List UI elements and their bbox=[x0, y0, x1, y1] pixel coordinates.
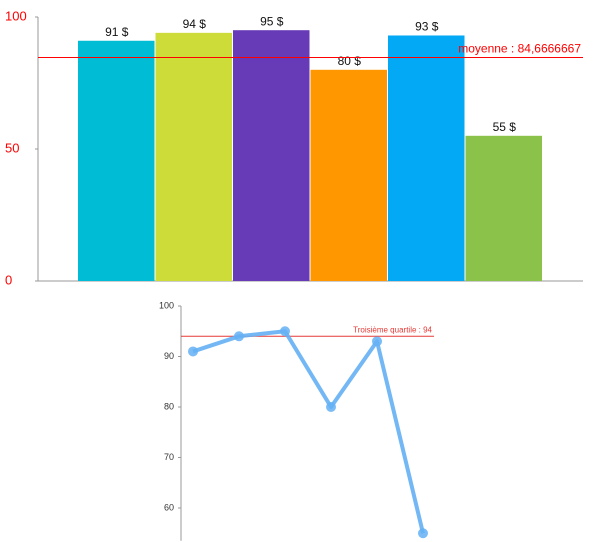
y-tick-label: 80 bbox=[164, 401, 174, 411]
y-tick-label: 100 bbox=[5, 8, 27, 23]
bar bbox=[388, 35, 465, 282]
bar bbox=[233, 30, 310, 282]
data-point bbox=[326, 401, 336, 412]
value-label: 94 $ bbox=[183, 17, 207, 31]
y-tick-label: 60 bbox=[164, 502, 174, 512]
data-point bbox=[188, 346, 198, 357]
y-tick-label: 50 bbox=[5, 140, 19, 155]
value-label: 80 $ bbox=[338, 54, 362, 68]
y-tick-label: 70 bbox=[164, 452, 174, 462]
value-label: 93 $ bbox=[415, 20, 439, 34]
bar bbox=[78, 40, 155, 282]
data-point bbox=[280, 326, 290, 337]
value-label: 91 $ bbox=[105, 25, 129, 39]
y-tick-label: 0 bbox=[5, 272, 12, 287]
value-label: 55 $ bbox=[493, 120, 517, 134]
data-point bbox=[418, 528, 428, 539]
bar bbox=[155, 32, 232, 282]
y-tick-label: 90 bbox=[164, 351, 174, 361]
reference-label: Troisième quartile : 94 bbox=[353, 325, 432, 334]
data-point bbox=[234, 331, 244, 342]
y-tick-label: 100 bbox=[159, 300, 174, 310]
value-label: 95 $ bbox=[260, 14, 284, 28]
reference-label: moyenne : 84,6666667 bbox=[458, 42, 581, 56]
data-line bbox=[192, 329, 425, 534]
bar bbox=[310, 69, 387, 281]
bar bbox=[465, 135, 542, 281]
data-point bbox=[372, 336, 382, 347]
